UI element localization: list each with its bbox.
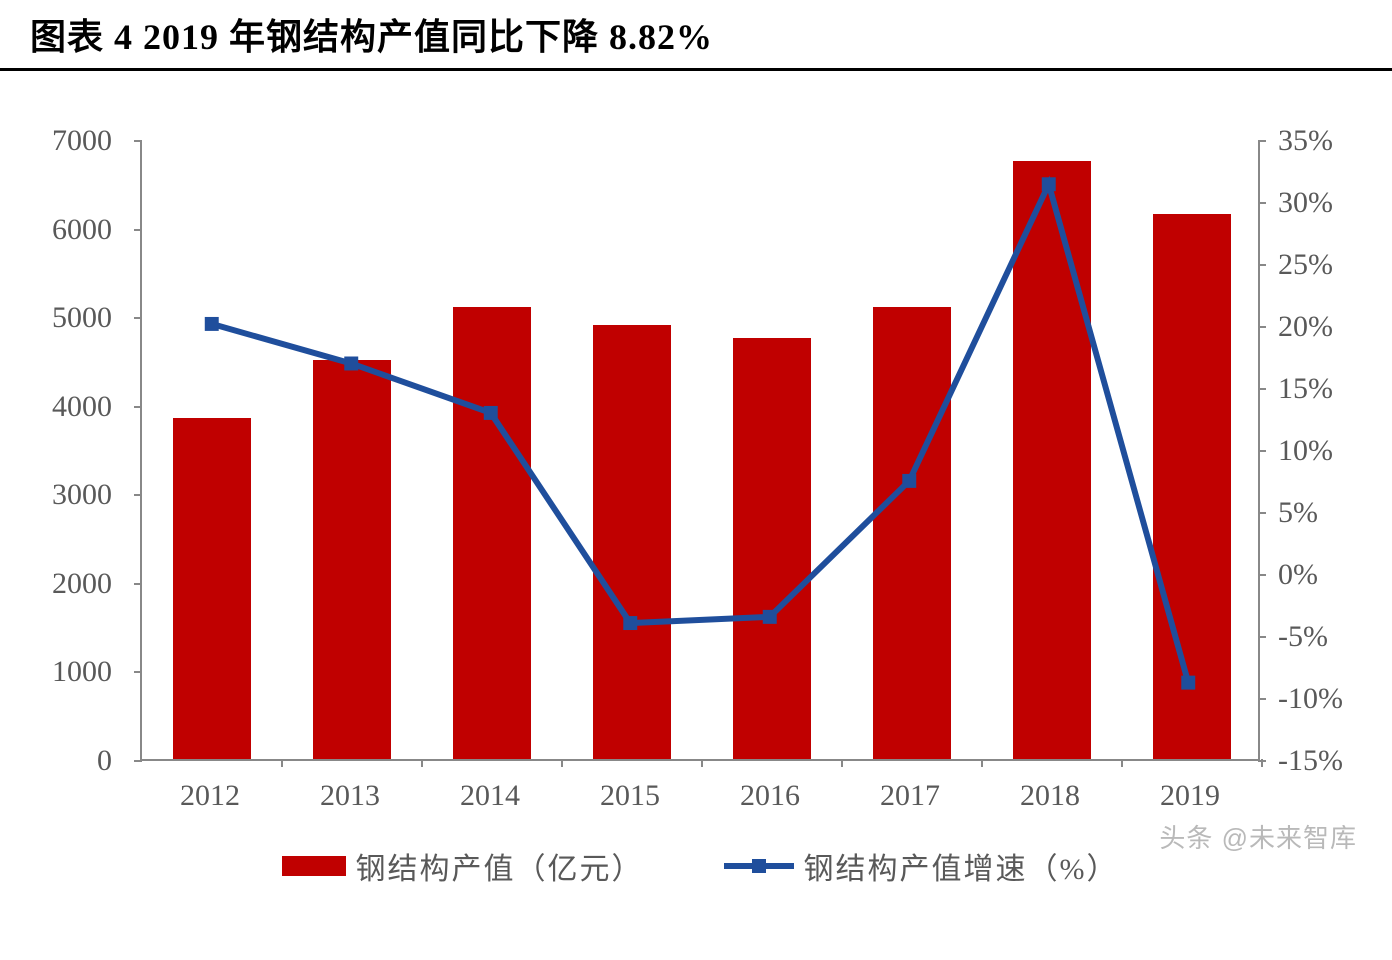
y-left-tick bbox=[134, 760, 142, 762]
line-marker bbox=[484, 406, 498, 420]
x-tick-label: 2015 bbox=[600, 779, 660, 813]
legend: 钢结构产值（亿元） 钢结构产值增速（%） bbox=[140, 841, 1260, 891]
chart-title: 图表 4 2019 年钢结构产值同比下降 8.82% bbox=[0, 0, 1392, 71]
line-layer bbox=[142, 141, 1258, 759]
legend-bar-swatch bbox=[282, 856, 346, 876]
x-axis-labels: 2012 2013 2014 2015 2016 2017 2018 2019 bbox=[140, 771, 1260, 811]
y-right-tick-label: 5% bbox=[1278, 496, 1318, 530]
chart-container: 0 1000 2000 3000 4000 5000 6000 7000 -15% -10% -5… bbox=[30, 111, 1362, 911]
y-left-tick-label: 5000 bbox=[52, 301, 112, 335]
x-tick-label: 2017 bbox=[880, 779, 940, 813]
y-left-tick-label: 7000 bbox=[52, 124, 112, 158]
x-tick-label: 2014 bbox=[460, 779, 520, 813]
x-tick bbox=[1261, 759, 1263, 767]
y-left-tick-label: 1000 bbox=[52, 655, 112, 689]
y-right-tick-label: -10% bbox=[1278, 682, 1343, 716]
legend-line-marker-icon bbox=[752, 859, 766, 873]
y-right-tick-label: 20% bbox=[1278, 310, 1333, 344]
y-right-axis-labels: -15%-10%-5%0%5%10%15%20%25%30%35% bbox=[1260, 141, 1380, 761]
line-marker bbox=[344, 357, 358, 371]
legend-bar-label: 钢结构产值（亿元） bbox=[356, 844, 644, 888]
y-left-tick-label: 4000 bbox=[52, 390, 112, 424]
x-tick-label: 2019 bbox=[1160, 779, 1220, 813]
y-left-tick-label: 2000 bbox=[52, 567, 112, 601]
y-right-tick-label: 0% bbox=[1278, 558, 1318, 592]
x-tick-label: 2018 bbox=[1020, 779, 1080, 813]
y-left-tick-label: 6000 bbox=[52, 213, 112, 247]
y-right-tick bbox=[1258, 388, 1266, 390]
legend-line-swatch bbox=[724, 854, 794, 878]
line-marker bbox=[763, 610, 777, 624]
y-left-tick bbox=[134, 140, 142, 142]
x-tick-label: 2016 bbox=[740, 779, 800, 813]
y-right-tick bbox=[1258, 450, 1266, 452]
x-tick bbox=[981, 759, 983, 767]
x-tick bbox=[421, 759, 423, 767]
y-right-tick bbox=[1258, 636, 1266, 638]
y-left-tick bbox=[134, 406, 142, 408]
watermark: 头条 @未来智库 bbox=[1159, 818, 1357, 855]
x-tick bbox=[1121, 759, 1123, 767]
y-right-tick bbox=[1258, 264, 1266, 266]
y-left-tick bbox=[134, 229, 142, 231]
legend-item-bar: 钢结构产值（亿元） bbox=[282, 844, 644, 888]
y-right-tick bbox=[1258, 326, 1266, 328]
y-right-tick bbox=[1258, 574, 1266, 576]
plot-area bbox=[140, 141, 1260, 761]
y-right-tick bbox=[1258, 140, 1266, 142]
x-tick bbox=[281, 759, 283, 767]
x-tick bbox=[841, 759, 843, 767]
y-right-tick-label: 30% bbox=[1278, 186, 1333, 220]
line-marker bbox=[205, 317, 219, 331]
y-left-tick bbox=[134, 317, 142, 319]
y-right-tick bbox=[1258, 512, 1266, 514]
y-left-tick-label: 3000 bbox=[52, 478, 112, 512]
y-left-tick bbox=[134, 583, 142, 585]
line-marker bbox=[1181, 676, 1195, 690]
y-left-axis-labels: 01000200030004000500060007000 bbox=[30, 141, 130, 761]
line-path bbox=[212, 184, 1189, 682]
y-left-tick bbox=[134, 671, 142, 673]
y-right-tick-label: -15% bbox=[1278, 744, 1343, 778]
y-right-tick bbox=[1258, 202, 1266, 204]
y-right-tick-label: 15% bbox=[1278, 372, 1333, 406]
line-marker bbox=[902, 474, 916, 488]
legend-item-line: 钢结构产值增速（%） bbox=[724, 844, 1119, 888]
x-tick bbox=[701, 759, 703, 767]
x-tick-label: 2012 bbox=[180, 779, 240, 813]
y-right-tick-label: 10% bbox=[1278, 434, 1333, 468]
y-right-tick bbox=[1258, 698, 1266, 700]
line-marker bbox=[1042, 177, 1056, 191]
x-tick-label: 2013 bbox=[320, 779, 380, 813]
y-left-tick-label: 0 bbox=[97, 744, 112, 778]
x-tick bbox=[561, 759, 563, 767]
y-right-tick-label: 25% bbox=[1278, 248, 1333, 282]
legend-line-label: 钢结构产值增速（%） bbox=[804, 844, 1119, 888]
y-right-tick-label: 35% bbox=[1278, 124, 1333, 158]
y-left-tick bbox=[134, 494, 142, 496]
y-right-tick-label: -5% bbox=[1278, 620, 1328, 654]
line-marker bbox=[623, 616, 637, 630]
